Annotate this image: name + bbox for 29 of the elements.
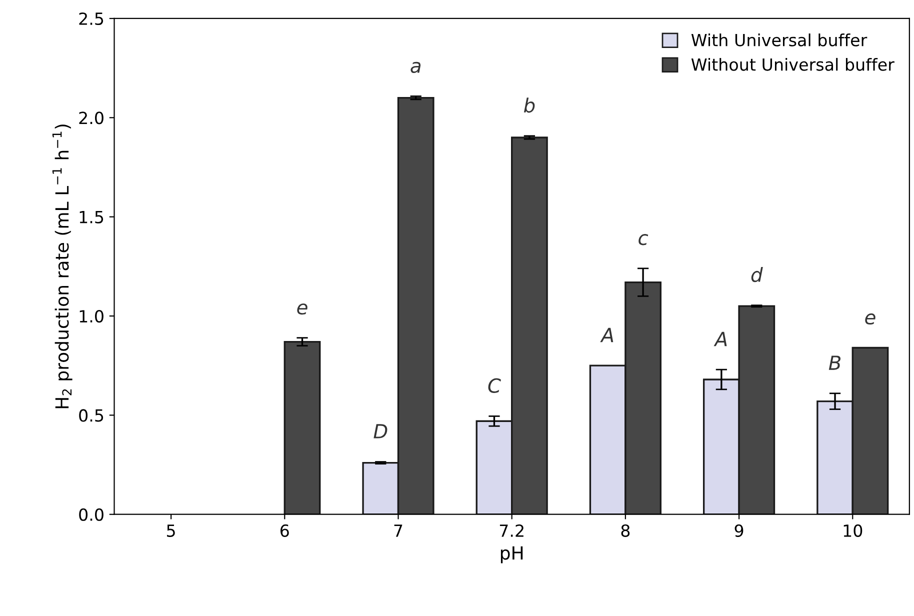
x-tick-label: 6 (280, 524, 289, 537)
y-tick-label: 2.5 (79, 12, 104, 26)
annotation: e (865, 313, 876, 325)
x-tick-label: 5 (167, 524, 175, 537)
annotation: a (410, 62, 421, 74)
y-tick-label: 0.0 (79, 508, 104, 521)
annotation: A (600, 328, 614, 342)
y-tick-label: 0.5 (79, 409, 104, 422)
annotation: D (374, 424, 388, 438)
x-tick-label: 8 (621, 524, 630, 537)
x-tick-label: 7.2 (500, 524, 524, 537)
legend-label: Without Universal buffer (691, 58, 894, 71)
y-tick-label: 1.0 (80, 310, 104, 323)
x-axis-title: pH (500, 546, 523, 564)
x-tick-label: 7 (394, 524, 402, 537)
annotation: e (297, 303, 308, 315)
x-tick-label: 9 (734, 524, 744, 537)
annotation: A (714, 332, 727, 346)
annotation: B (828, 356, 841, 370)
bar (284, 340, 321, 514)
y-tick-label: 1.5 (80, 211, 104, 224)
y-axis-title: H$_{2}$ production rate (mL L$^{−1}$ h$^{−1}$) (52, 124, 72, 408)
annotation: b (524, 98, 535, 113)
x-tick-label: 10 (844, 524, 862, 537)
legend-label: With Universal buffer (691, 33, 868, 46)
annotation: c (638, 234, 648, 246)
y-tick-label: 2.0 (79, 112, 104, 124)
annotation: d (751, 267, 763, 282)
annotation: C (488, 378, 501, 393)
